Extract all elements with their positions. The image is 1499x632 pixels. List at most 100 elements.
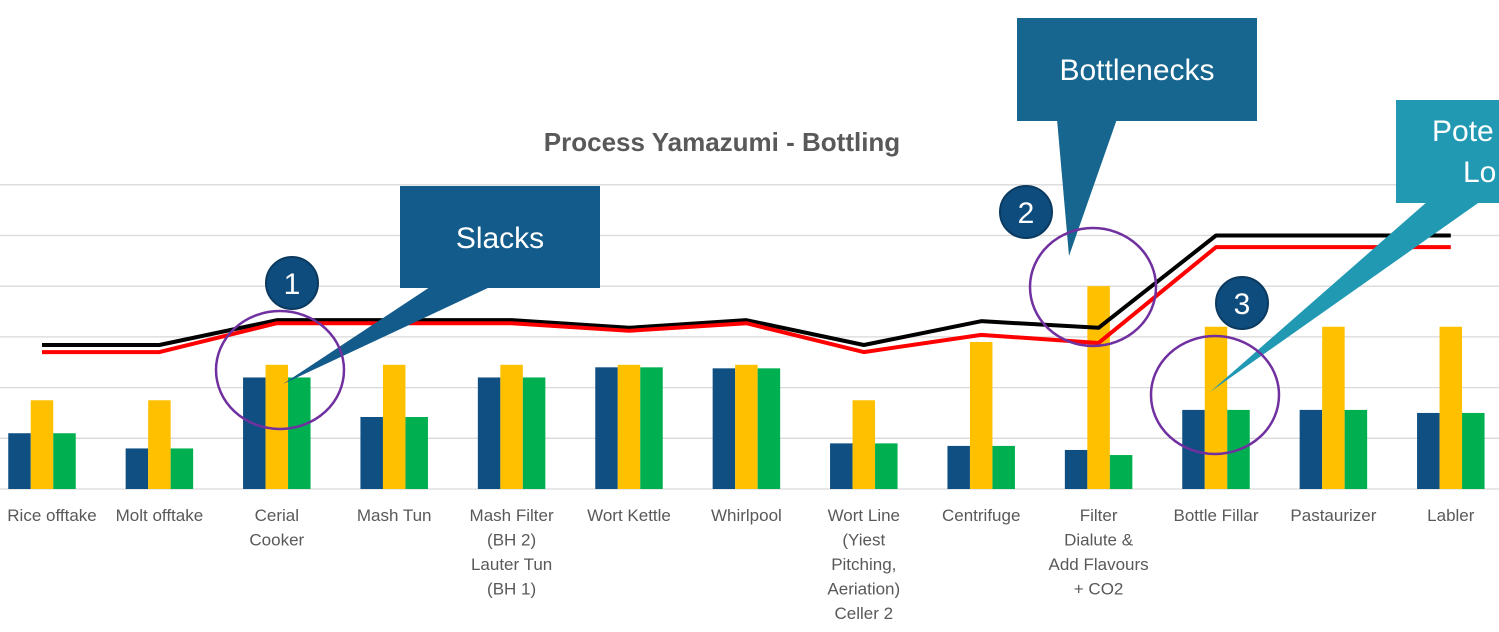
badge-3: 3: [1215, 276, 1269, 330]
x-tick-label: Mash Tun: [357, 506, 432, 525]
badge-2-label: 2: [1018, 197, 1035, 230]
bar-3-7: [875, 443, 898, 489]
line-series-2: [42, 245, 1451, 355]
badge-1-circle: [265, 256, 319, 310]
x-tick-label-line: Pastaurizer: [1290, 506, 1376, 525]
bar-3-1: [170, 448, 194, 489]
callout-slacks-box: [400, 186, 600, 288]
bar-1-4: [477, 377, 501, 489]
lines: [42, 233, 1451, 355]
callout-potential-box: [1396, 100, 1499, 203]
x-tick-label-line: Add Flavours: [1049, 555, 1149, 574]
callout-slacks-label: Slacks: [456, 222, 544, 255]
x-tick-label: Pastaurizer: [1290, 506, 1376, 525]
callout-potential-pointer: [1210, 201, 1481, 392]
callout-potential-line-2: Lo: [1463, 156, 1496, 189]
bar-3-12: [1462, 412, 1485, 489]
bar-1-11: [1299, 409, 1323, 489]
badge-2-circle: [999, 185, 1053, 239]
bar-2-0: [30, 400, 54, 489]
bar-3-0: [53, 433, 76, 489]
bar-2-1: [148, 400, 171, 489]
bar-2-5: [617, 364, 641, 489]
bar-2-7: [852, 400, 876, 489]
bar-2-9: [1087, 286, 1110, 489]
x-tick-label-line: (BH 1): [487, 580, 536, 599]
bar-1-2: [243, 377, 266, 489]
bar-2-12: [1439, 326, 1463, 489]
x-tick-label-line: Lauter Tun: [471, 555, 552, 574]
bar-1-1: [125, 448, 149, 489]
bar-3-2: [288, 377, 311, 489]
bar-1-12: [1417, 412, 1440, 489]
badge-3-label: 3: [1234, 288, 1251, 321]
bar-1-8: [947, 445, 970, 489]
x-tick-label: Wort Line (Yiest Pitching, Aeriation) Celler…: [827, 506, 900, 623]
bar-2-4: [500, 364, 523, 489]
chart-title: Process Yamazumi - Bottling: [544, 127, 900, 157]
x-tick-label-line: Rice offtake: [7, 506, 96, 525]
x-tick-label-line: Centrifuge: [942, 506, 1020, 525]
line-series-1: [42, 233, 1451, 348]
x-tick-label-line: Mash Filter: [470, 506, 554, 525]
callout-potential: Pote Lo: [1210, 100, 1499, 392]
x-tick-label-line: Celler 2: [835, 604, 894, 623]
x-tick-label-line: Cerial: [255, 506, 299, 525]
bar-3-11: [1344, 409, 1368, 489]
bar-2-10: [1204, 326, 1228, 489]
bar-3-9: [1109, 455, 1133, 489]
x-tick-label: Rice offtake: [7, 506, 96, 525]
highlight-circle-2: [1028, 226, 1158, 348]
x-tick-label-line: Cooker: [249, 531, 304, 550]
callout-bottlenecks-pointer: [1057, 119, 1117, 256]
x-tick-label-line: + CO2: [1074, 580, 1124, 599]
x-tick-label-line: Whirlpool: [711, 506, 782, 525]
x-tick-labels: Rice offtake Molt offtake Cerial Cooker Mash…: [7, 506, 1474, 623]
badge-2: 2: [999, 185, 1053, 239]
x-tick-label-line: (BH 2): [487, 531, 536, 550]
callout-bottlenecks-label: Bottlenecks: [1059, 54, 1214, 87]
callout-bottlenecks: Bottlenecks: [1017, 18, 1257, 256]
highlight-circle-3: [1149, 334, 1281, 456]
badge-1: 1: [265, 256, 319, 310]
x-tick-label: Bottle Fillar: [1173, 506, 1258, 525]
callout-potential-line-1: Pote: [1432, 115, 1494, 148]
x-tick-label: Cerial Cooker: [249, 506, 304, 550]
x-tick-label: Centrifuge: [942, 506, 1020, 525]
bar-3-4: [522, 377, 546, 489]
bar-1-7: [830, 443, 853, 489]
bar-3-6: [757, 368, 781, 489]
x-tick-label-line: Labler: [1427, 506, 1475, 525]
x-tick-label-line: Molt offtake: [116, 506, 204, 525]
x-tick-label: Mash Filter (BH 2) Lauter Tun (BH 1): [470, 506, 554, 599]
bar-2-3: [382, 364, 406, 489]
x-tick-label-line: Wort Kettle: [587, 506, 671, 525]
x-tick-label: Whirlpool: [711, 506, 782, 525]
bar-3-8: [992, 445, 1015, 489]
x-tick-label-line: Mash Tun: [357, 506, 432, 525]
x-tick-label: Labler: [1427, 506, 1475, 525]
bar-2-8: [969, 341, 993, 489]
x-tick-label-line: Dialute &: [1064, 531, 1134, 550]
bar-2-6: [735, 364, 758, 489]
highlight-circle-1: [214, 309, 346, 431]
bar-2-11: [1322, 326, 1345, 489]
bar-3-5: [640, 367, 663, 489]
x-tick-label-line: Filter: [1080, 506, 1118, 525]
bar-1-6: [712, 368, 736, 489]
bar-1-9: [1064, 449, 1088, 489]
badge-1-label: 1: [284, 268, 301, 301]
x-tick-label: Filter Dialute & Add Flavours + CO2: [1049, 506, 1149, 599]
bar-1-3: [360, 417, 383, 489]
x-tick-label-line: Aeriation): [827, 580, 900, 599]
x-tick-label: Molt offtake: [116, 506, 204, 525]
bar-2-2: [265, 364, 289, 489]
bars: [8, 286, 1485, 489]
x-tick-label-line: Pitching,: [831, 555, 896, 574]
bar-3-3: [405, 417, 428, 489]
x-tick-label-line: Wort Line: [828, 506, 900, 525]
bar-1-0: [8, 433, 31, 489]
x-tick-label: Wort Kettle: [587, 506, 671, 525]
badge-3-circle: [1215, 276, 1269, 330]
